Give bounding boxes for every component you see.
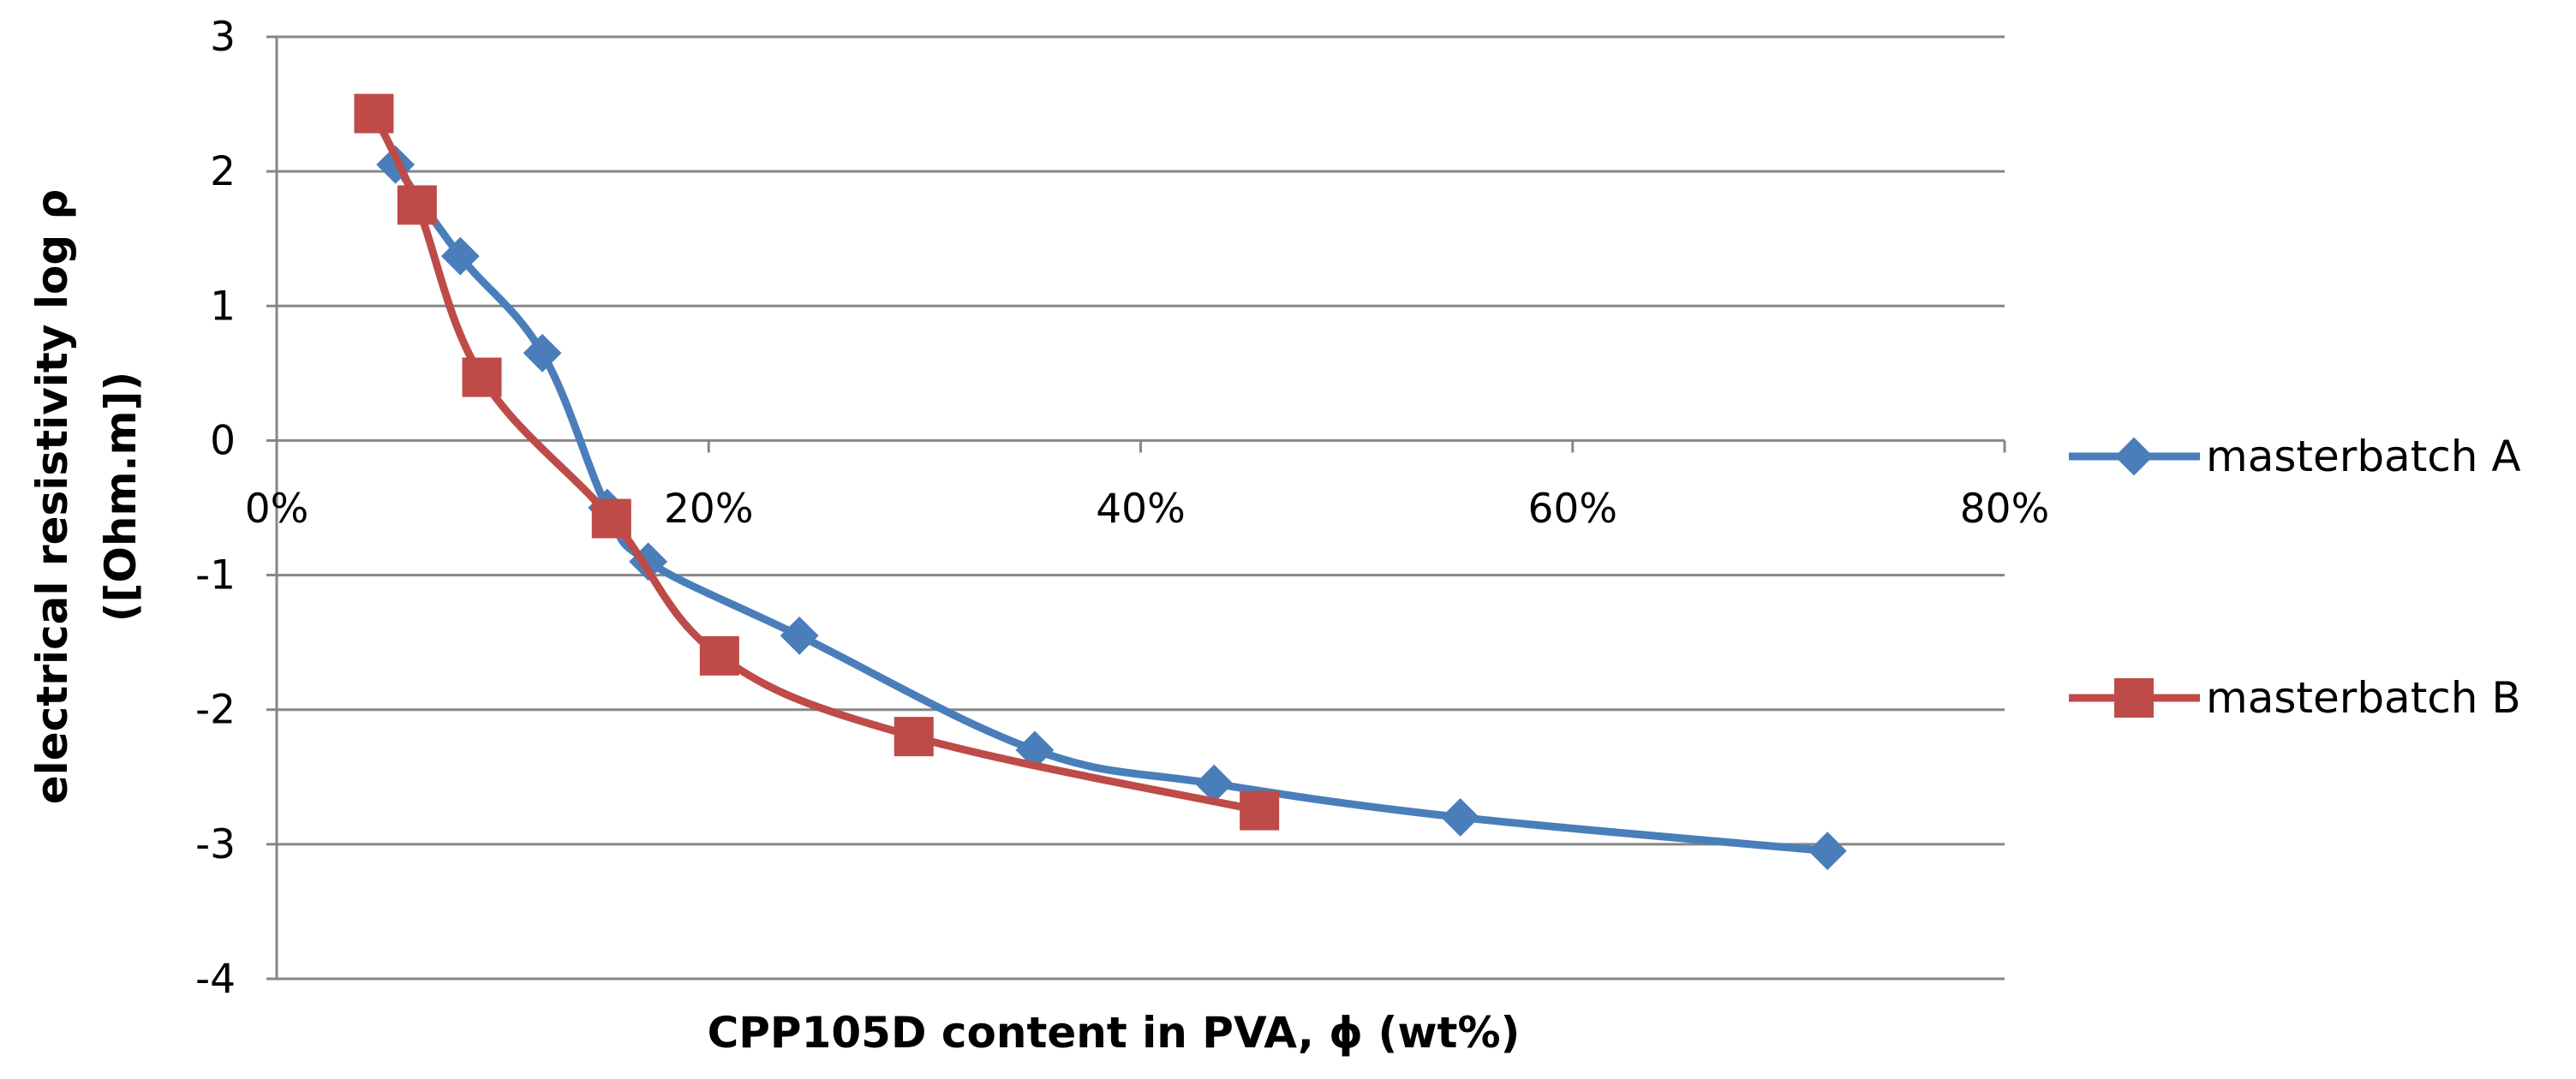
x-tick-label: 80% [1960,486,2049,533]
y-axis-title: electrical resistivity log ρ ([Ohm.m]) [27,189,146,805]
legend-label: masterbatch B [2206,673,2521,723]
data-point [591,498,631,539]
data-point [699,635,739,676]
y-tick-label: -1 [195,552,236,599]
legend: masterbatch A masterbatch B [2069,432,2521,723]
data-point [1240,790,1280,831]
x-tick-label: 60% [1528,486,1617,533]
axes: 3 2 1 0 -1 -2 -3 -4 0% 20% 40% 60% 80% [195,14,2049,1003]
y-tick-label: -2 [195,687,236,734]
legend-marker [2114,437,2154,476]
data-point [523,333,562,373]
y-tick-label: -3 [195,821,236,868]
y-tick-label: 3 [210,14,236,61]
series-line [369,110,1264,815]
data-point [354,93,394,134]
series-masterbatch-b [354,93,1280,831]
data-point [1441,798,1480,837]
x-tick-label: 20% [664,486,753,533]
data-point [440,236,480,276]
x-tick-label: 0% [245,486,309,533]
y-tick-label: -4 [195,956,236,1003]
legend-item: masterbatch A [2069,432,2521,481]
data-series [354,93,1847,871]
data-point [1808,832,1847,871]
legend-item: masterbatch B [2069,673,2521,723]
data-point [780,616,819,655]
y-axis-title-line2: ([Ohm.m]) [96,372,146,623]
y-tick-label: 2 [210,148,236,195]
x-axis-title: CPP105D content in PVA, ϕ (wt%) [708,1008,1521,1058]
y-tick-label: 1 [210,283,236,330]
y-tick-label: 0 [210,417,236,464]
x-tick-label: 40% [1096,486,1185,533]
legend-marker [2114,678,2154,718]
data-point [894,717,934,757]
data-point [397,185,437,225]
data-point [462,357,502,397]
gridlines [277,35,2005,981]
legend-label: masterbatch A [2206,432,2521,481]
y-axis-title-line1: electrical resistivity log ρ [27,189,77,805]
